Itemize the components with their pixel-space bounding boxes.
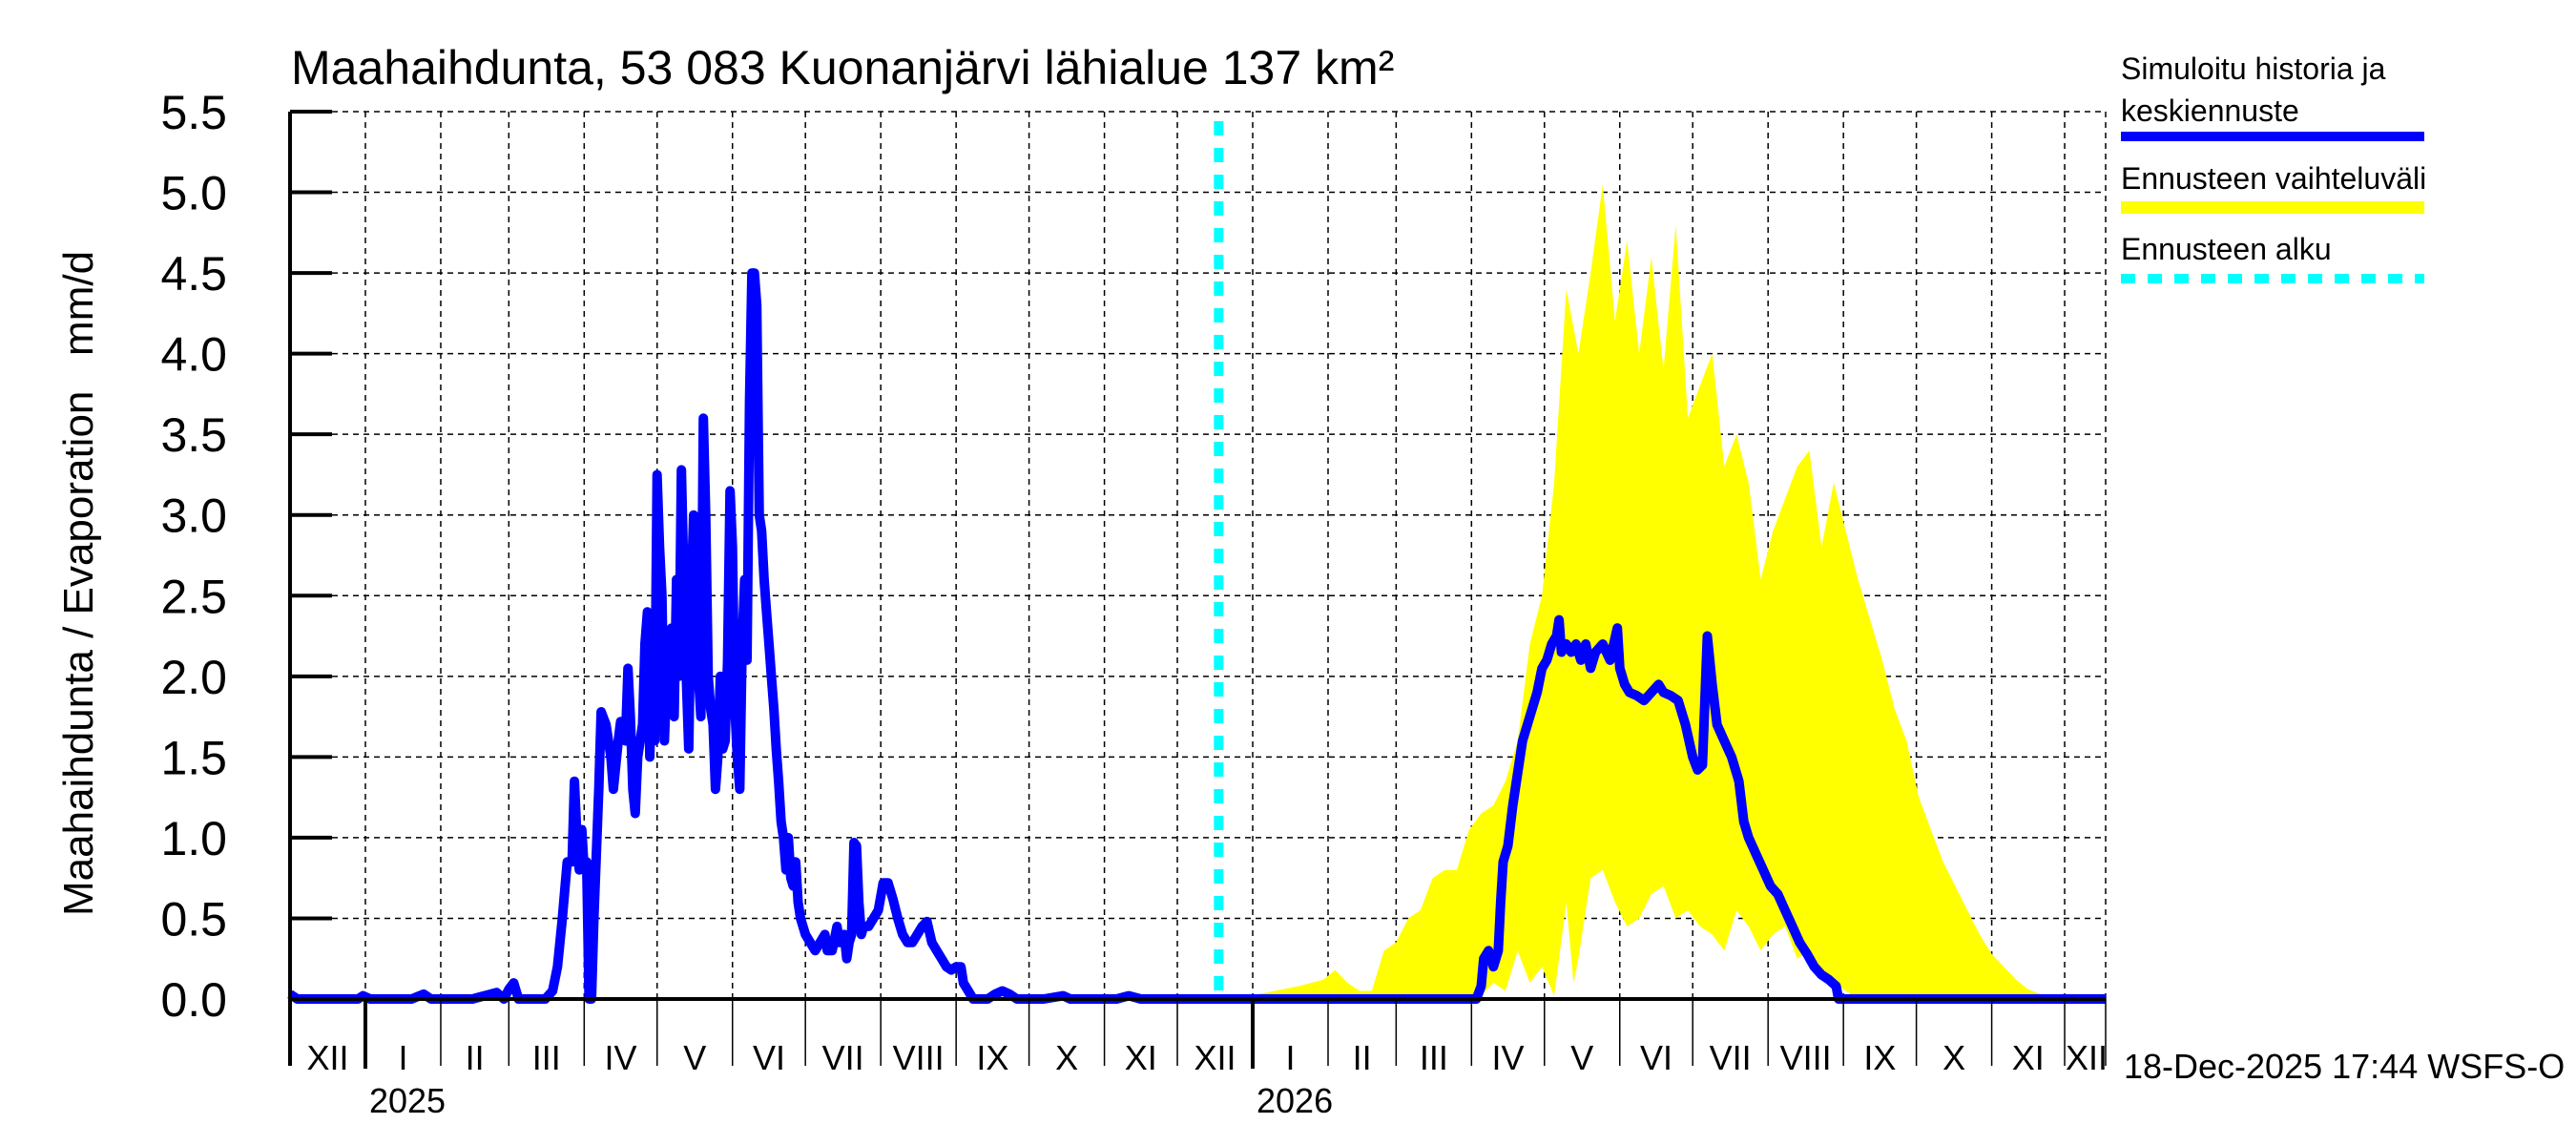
axes <box>288 110 2107 1069</box>
x-month-label: III <box>532 1038 561 1077</box>
y-tick-label: 4.5 <box>160 247 227 301</box>
y-tick-label: 3.0 <box>160 489 227 543</box>
x-month-label: IX <box>976 1038 1008 1077</box>
x-year-label: 2025 <box>369 1081 446 1120</box>
forecast-range-band <box>1218 184 2065 1000</box>
x-year-label: 2026 <box>1257 1081 1333 1120</box>
x-month-label: IV <box>1492 1038 1525 1077</box>
x-month-label: XII <box>2066 1038 2108 1077</box>
x-month-labels: XII I II III IV V VI VII VIII IX X XI XII I II III IV V VI… <box>306 1038 2107 1120</box>
y-tick-label: 1.0 <box>160 812 227 865</box>
legend-label-forecast-start: Ennusteen alku <box>2121 232 2332 266</box>
y-tick-label: 5.0 <box>160 167 227 220</box>
x-month-label: V <box>683 1038 706 1077</box>
legend: Simuloitu historia ja keskiennuste Ennus… <box>2121 52 2426 283</box>
x-month-label: II <box>466 1038 485 1077</box>
y-tick-label: 4.0 <box>160 328 227 382</box>
x-month-label: V <box>1570 1038 1593 1077</box>
y-tick-label: 1.5 <box>160 731 227 784</box>
x-month-label: XII <box>1195 1038 1236 1077</box>
y-tick-labels: 0.0 0.5 1.0 1.5 2.0 2.5 3.0 3.5 4.0 4.5 5.0 5.5 <box>160 86 227 1027</box>
y-tick-label: 2.5 <box>160 570 227 623</box>
y-tick-label: 0.5 <box>160 892 227 946</box>
y-tick-label: 2.0 <box>160 651 227 704</box>
x-month-label: VI <box>1640 1038 1672 1077</box>
x-month-label: IV <box>605 1038 637 1077</box>
x-month-label: VI <box>753 1038 785 1077</box>
x-month-label: III <box>1420 1038 1448 1077</box>
x-month-label: XI <box>2012 1038 2045 1077</box>
forecast-range-area <box>1218 184 2065 1000</box>
legend-label-simulated-line1: Simuloitu historia ja <box>2121 52 2386 86</box>
x-month-label: VIII <box>893 1038 945 1077</box>
x-month-label: I <box>1285 1038 1295 1077</box>
x-month-label: X <box>1942 1038 1965 1077</box>
x-month-label: IX <box>1863 1038 1896 1077</box>
legend-swatch-simulated <box>2121 132 2424 141</box>
x-month-label: XI <box>1125 1038 1157 1077</box>
timestamp-footer: 18-Dec-2025 17:44 WSFS-O <box>2124 1047 2565 1086</box>
legend-swatch-range <box>2121 201 2424 214</box>
x-month-label: X <box>1055 1038 1078 1077</box>
x-month-label: II <box>1353 1038 1372 1077</box>
chart-title: Maahaihdunta, 53 083 Kuonanjärvi lähialu… <box>291 41 1394 94</box>
y-tick-label: 5.5 <box>160 86 227 139</box>
x-month-label: VII <box>822 1038 864 1077</box>
x-month-label: I <box>398 1038 407 1077</box>
x-month-label: VIII <box>1780 1038 1832 1077</box>
legend-label-range: Ennusteen vaihteluväli <box>2121 161 2426 196</box>
y-tick-label: 0.0 <box>160 973 227 1027</box>
x-month-label: XII <box>306 1038 348 1077</box>
y-tick-label: 3.5 <box>160 408 227 462</box>
x-month-label: VII <box>1710 1038 1752 1077</box>
legend-label-simulated-line2: keskiennuste <box>2121 94 2299 128</box>
simulated-series <box>287 268 2107 1004</box>
y-axis-label: Maahaihdunta / Evaporation mm/d <box>55 251 102 916</box>
